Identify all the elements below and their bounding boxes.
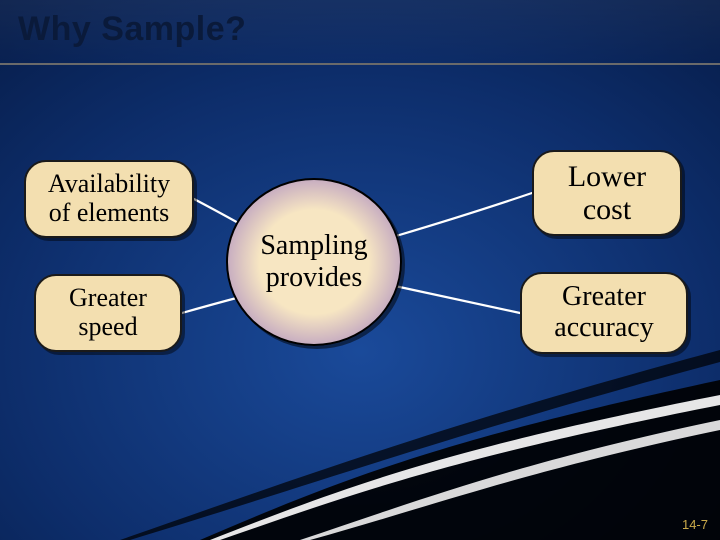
connector-greater-accuracy	[395, 286, 520, 313]
center-concept: Sampling provides	[226, 178, 402, 346]
benefit-box-label: Availability of elements	[40, 170, 178, 227]
diagram-stage: Sampling provides Availability of elemen…	[0, 0, 720, 540]
benefit-box-availability: Availability of elements	[24, 160, 194, 238]
benefit-box-label: Lower cost	[548, 160, 666, 226]
center-concept-label: Sampling provides	[228, 230, 400, 294]
benefit-box-greater-speed: Greater speed	[34, 274, 182, 352]
connector-lower-cost	[396, 193, 532, 236]
benefit-box-lower-cost: Lower cost	[532, 150, 682, 236]
benefit-box-label: Greater accuracy	[536, 282, 672, 344]
benefit-box-greater-accuracy: Greater accuracy	[520, 272, 688, 354]
benefit-box-label: Greater speed	[50, 284, 166, 341]
connector-availability	[194, 199, 242, 225]
page-number: 14-7	[682, 517, 708, 532]
